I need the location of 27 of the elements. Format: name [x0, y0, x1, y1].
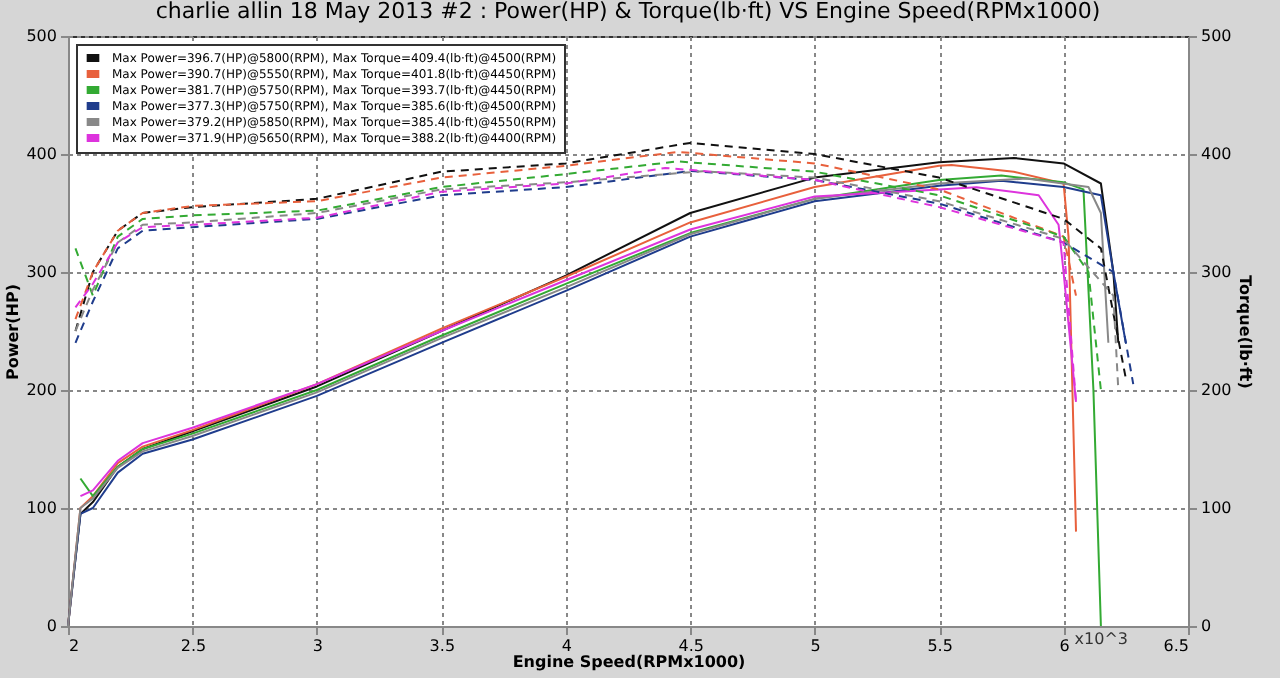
y-tick-label: 100 [26, 499, 57, 517]
y-axis-title: Power(HP) [4, 284, 23, 380]
x-tick-label: 5.5 [927, 637, 953, 655]
text: x10^3 [1074, 630, 1128, 648]
x-axis-title: Engine Speed(RPMx1000) [512, 653, 746, 671]
y-tick-label: 300 [26, 263, 57, 281]
y-tick-label: 500 [26, 27, 57, 45]
y2-tick-label: 300 [1201, 263, 1232, 281]
y2-tick-label: 400 [1201, 145, 1232, 163]
y-tick-label: 400 [26, 145, 57, 163]
x-tick-label: 4 [561, 637, 572, 655]
y2-tick-label: 100 [1201, 499, 1232, 517]
x-tick-label: 6.5 [1163, 637, 1189, 655]
y2-tick-label: 500 [1201, 27, 1232, 45]
x-tick-label: 4.5 [678, 637, 704, 655]
x-tick-label: 3 [312, 637, 323, 655]
y2-axis-title: Torque(lb·ft) [1235, 275, 1254, 389]
chart-title: charlie allin 18 May 2013 #2 : Power(HP) & Torque(lb·ft) VS Engine Speed(RPMx1000) [155, 0, 1101, 24]
x-tick-label: 3.5 [429, 637, 456, 655]
x-tick-label: 5 [810, 637, 821, 655]
x-tick-label: 2 [69, 637, 80, 655]
x-tick-label: 6 [1059, 637, 1070, 655]
y-tick-label: 200 [26, 381, 57, 399]
y2-tick-label: 200 [1201, 381, 1232, 399]
y-tick-label: 0 [46, 617, 57, 635]
x-tick-label: 2.5 [180, 637, 207, 655]
y2-tick-label: 0 [1201, 617, 1212, 635]
